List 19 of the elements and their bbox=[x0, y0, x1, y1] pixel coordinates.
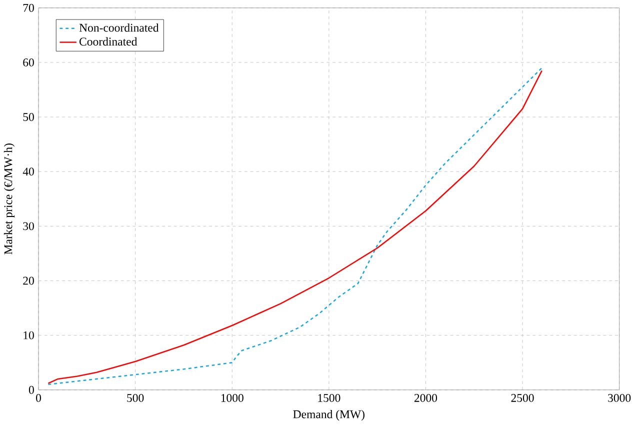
y-tick-label: 20 bbox=[23, 276, 34, 285]
legend-label: Non-coordinated bbox=[79, 24, 159, 32]
y-tick-label: 70 bbox=[23, 4, 34, 12]
x-tick-label: 500 bbox=[127, 394, 144, 402]
x-tick-label: 1000 bbox=[221, 394, 244, 402]
y-axis-title: Market price (€/MW·h) bbox=[4, 144, 15, 255]
y-tick-label: 30 bbox=[23, 222, 34, 230]
y-tick-label: 60 bbox=[23, 58, 34, 67]
x-tick-label: 3000 bbox=[608, 394, 631, 402]
y-tick-label: 50 bbox=[23, 113, 34, 122]
y-tick-label: 0 bbox=[28, 386, 34, 394]
x-tick-label: 1500 bbox=[318, 394, 340, 402]
x-tick-label: 2000 bbox=[414, 394, 438, 402]
x-tick-label: 0 bbox=[36, 394, 42, 402]
legend-label: Coordinated bbox=[80, 38, 138, 46]
y-tick-label: 10 bbox=[24, 332, 34, 340]
y-tick-label: 40 bbox=[22, 168, 34, 176]
x-tick-label: 2500 bbox=[511, 394, 534, 402]
x-axis-title: Demand (MW) bbox=[293, 410, 364, 421]
